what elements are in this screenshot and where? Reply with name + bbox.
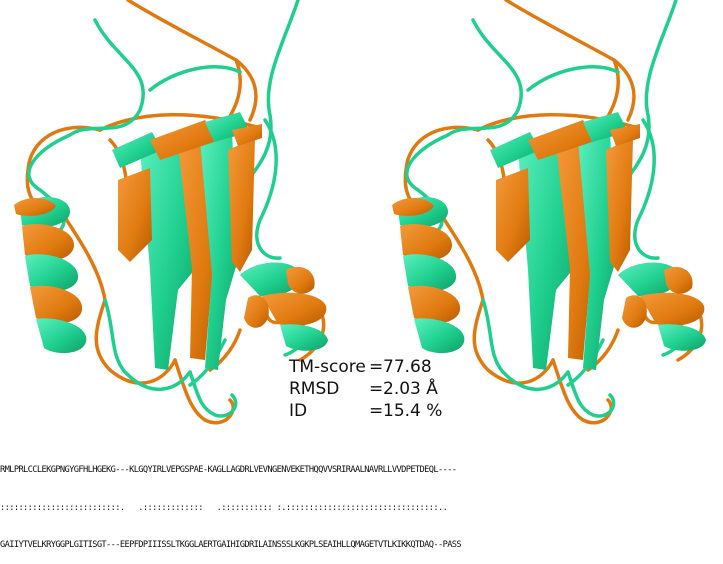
identity-row: ID = 15.4 %: [289, 401, 443, 421]
alignment-metrics: TM-score = 77.68 RMSD = 2.03 Å ID = 15.4…: [289, 356, 442, 422]
tm-score-row: TM-score = 77.68: [289, 357, 432, 377]
rmsd-label: RMSD: [289, 379, 340, 399]
identity-label: ID: [289, 401, 308, 421]
sequence-line-b: GAIIYTVELKRYGGPLGITISGT---EEPFDPIIISSLTK…: [0, 540, 462, 550]
sequence-alignment: RMLPRLCCLEKGPNGYGFHLHGEKG---KLGQYIRLVEPG…: [0, 439, 723, 564]
tm-score-label: TM-score: [289, 357, 366, 377]
rmsd-value: 2.03 Å: [383, 379, 438, 399]
rmsd-row: RMSD = 2.03 Å: [289, 379, 438, 399]
tm-score-value: 77.68: [383, 357, 432, 377]
alignment-match-line: ::::::::::::::::::::::::::. .:::::::::::…: [0, 502, 448, 513]
sequence-line-a: RMLPRLCCLEKGPNGYGFHLHGEKG---KLGQYIRLVEPG…: [0, 465, 457, 475]
structure-view-left: [12, 0, 330, 425]
identity-value: 15.4 %: [383, 401, 443, 421]
